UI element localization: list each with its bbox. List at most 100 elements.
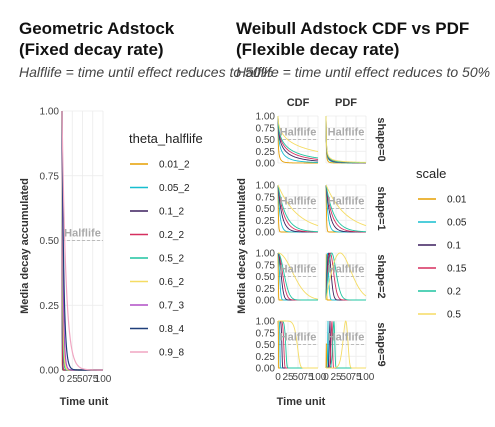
weibull-cdf-row0-series-line-0.01 [277,115,318,164]
weibull-pdf-row3-x-tick-label: 0 [323,372,329,383]
weibull-cdf-row0-y-tick-label: 0.00 [256,159,276,170]
weibull-cdf-row3-x-tick-label: 75 [302,372,314,383]
weibull-cdf-row3-x-tick-label: 0 [275,372,281,383]
geometric-legend-label: 0.9_8 [159,348,184,359]
weibull-cdf-row3-x-tick-label: 100 [310,372,327,383]
weibull-cdf-row2-y-tick-label: 0.75 [256,260,276,271]
geometric-legend: theta_halflife 0.01_2 0.05_2 0.1_2 0.2_2 0.5… [129,131,203,359]
weibull-cdf-row0-series-line-0.15 [277,115,319,160]
weibull-cdf-row0-y-tick-label: 0.75 [256,123,276,134]
geometric-legend-label: 0.7_3 [159,301,184,312]
geometric-legend-label: 0.5_2 [159,254,184,265]
geometric-x-tick-label: 100 [95,374,112,385]
geometric-x-tick-label: 25 [67,374,79,385]
weibull-pdf-row3-x-tick-label: 50 [340,372,352,383]
weibull-row-strip-0: shape=0 [375,117,387,161]
weibull-cdf-row1-series-line-0.2 [277,184,319,233]
weibull-cdf-row3-y-tick-label: 0.25 [256,352,276,363]
weibull-cdf-row0-series-line-0.2 [277,115,319,159]
geometric-y-tick-label: 0.00 [40,366,60,377]
weibull-legend-label: 0.15 [447,264,467,275]
weibull-cdf-row3-y-tick-label: 0.00 [256,364,276,375]
weibull-pdf-row2-series-line-0.2 [325,252,366,301]
geometric-y-tick-label: 0.75 [40,171,60,182]
geometric-y-axis-title: Media decay accumulated [19,178,31,314]
weibull-row-strip-3: shape=9 [375,322,387,366]
weibull-cdf-row0-series-line-0.5 [277,115,319,153]
weibull-cdf-row0-halflife-label: Halflife [280,127,317,139]
weibull-cdf-row0-series-line-0.1 [277,115,319,162]
geometric-chart: Geometric Adstock (Fixed decay rate) Hal… [19,19,273,408]
geometric-legend-label: 0.6_2 [159,277,184,288]
weibull-cdf-row3-y-tick-label: 0.75 [256,328,276,339]
geometric-legend-title: theta_halflife [129,131,203,146]
weibull-row-strip-2: shape=2 [375,254,387,298]
weibull-pdf-row0-halflife-label: Halflife [328,127,365,139]
weibull-legend-label: 0.5 [447,310,461,321]
weibull-pdf-row1-halflife-label: Halflife [328,196,365,208]
geometric-x-axis-title: Time unit [60,396,109,408]
weibull-pdf-row1-series-line-0.2 [325,184,367,233]
weibull-legend-label: 0.2 [447,287,461,298]
weibull-legend-label: 0.01 [447,195,467,206]
weibull-column-strip-cdf: CDF [287,97,310,109]
weibull-title-line-2: (Flexible decay rate) [236,40,399,59]
geometric-legend-label: 0.2_2 [159,230,184,241]
weibull-pdf-row3-x-tick-label: 100 [358,372,375,383]
weibull-title-line-1: Weibull Adstock CDF vs PDF [236,19,469,38]
weibull-cdf-row3-x-tick-label: 50 [292,372,304,383]
weibull-cdf-row3-y-tick-label: 1.00 [256,317,276,328]
weibull-cdf-row2-y-tick-label: 0.25 [256,284,276,295]
geometric-y-tick-label: 0.25 [40,301,60,312]
weibull-pdf-row3-series-line-0.5 [326,320,366,369]
weibull-cdf-row1-y-tick-label: 1.00 [256,181,276,192]
weibull-cdf-row1-y-tick-label: 0.50 [256,204,276,215]
weibull-cdf-row0-series-line-0.05 [277,115,319,163]
weibull-chart: Weibull Adstock CDF vs PDF (Flexible dec… [236,19,490,408]
geometric-legend-label: 0.01_2 [159,160,190,171]
weibull-cdf-row1-halflife-label: Halflife [280,196,317,208]
weibull-legend-title: scale [416,166,446,181]
weibull-cdf-row3-series-line-0.5 [278,320,318,369]
weibull-cdf-row1-y-tick-label: 0.00 [256,228,276,239]
geometric-halflife-label: Halflife [64,228,101,240]
weibull-pdf-row1-series-line-0.15 [325,184,366,233]
weibull-y-axis-title: Media decay accumulated [236,178,248,314]
weibull-cdf-row0-y-tick-label: 0.25 [256,147,276,158]
geometric-x-tick-label: 75 [87,374,99,385]
geometric-legend-label: 0.8_4 [159,324,184,335]
weibull-pdf-row1-series-line-0.5 [325,184,367,227]
geometric-y-tick-label: 0.50 [40,236,60,247]
weibull-x-axis-title: Time unit [277,396,326,408]
weibull-subtitle: Halflife = time until effect reduces to … [236,64,490,80]
weibull-cdf-row0-y-tick-label: 1.00 [256,112,276,123]
weibull-cdf-row2-y-tick-label: 1.00 [256,249,276,260]
weibull-cdf-row1-y-tick-label: 0.75 [256,192,276,203]
geometric-title-line-2: (Fixed decay rate) [19,40,164,59]
geometric-legend-label: 0.05_2 [159,183,190,194]
weibull-cdf-row0-y-tick-label: 0.50 [256,135,276,146]
weibull-pdf-row2-halflife-label: Halflife [328,264,365,276]
geometric-series-line-0.9_8 [61,110,103,371]
weibull-pdf-row3-x-tick-label: 25 [330,372,342,383]
weibull-cdf-row2-halflife-label: Halflife [280,264,317,276]
weibull-legend: scale 0.01 0.05 0.1 0.15 0.2 0.5 [416,166,467,321]
weibull-cdf-row3-halflife-label: Halflife [280,332,317,344]
weibull-cdf-row3-x-tick-label: 25 [282,372,294,383]
weibull-cdf-row1-series-line-0.15 [277,184,318,233]
weibull-cdf-row3-y-tick-label: 0.50 [256,340,276,351]
weibull-pdf-row0-series-line-0.5 [325,115,367,163]
weibull-pdf-row3-halflife-label: Halflife [328,332,365,344]
weibull-row-strip-1: shape=1 [375,186,387,230]
geometric-title-line-1: Geometric Adstock [19,19,175,38]
weibull-cdf-row2-series-line-0.2 [277,252,318,301]
geometric-y-tick-label: 1.00 [40,107,60,118]
geometric-legend-label: 0.1_2 [159,207,184,218]
geometric-x-tick-label: 0 [59,374,65,385]
weibull-facet-grid: CDF PDFHalflife0.000.250.500.751.00Halfli… [256,97,387,383]
weibull-cdf-row1-y-tick-label: 0.25 [256,216,276,227]
weibull-pdf-row3-x-tick-label: 75 [350,372,362,383]
weibull-cdf-row2-series-line-0.5 [277,252,319,300]
